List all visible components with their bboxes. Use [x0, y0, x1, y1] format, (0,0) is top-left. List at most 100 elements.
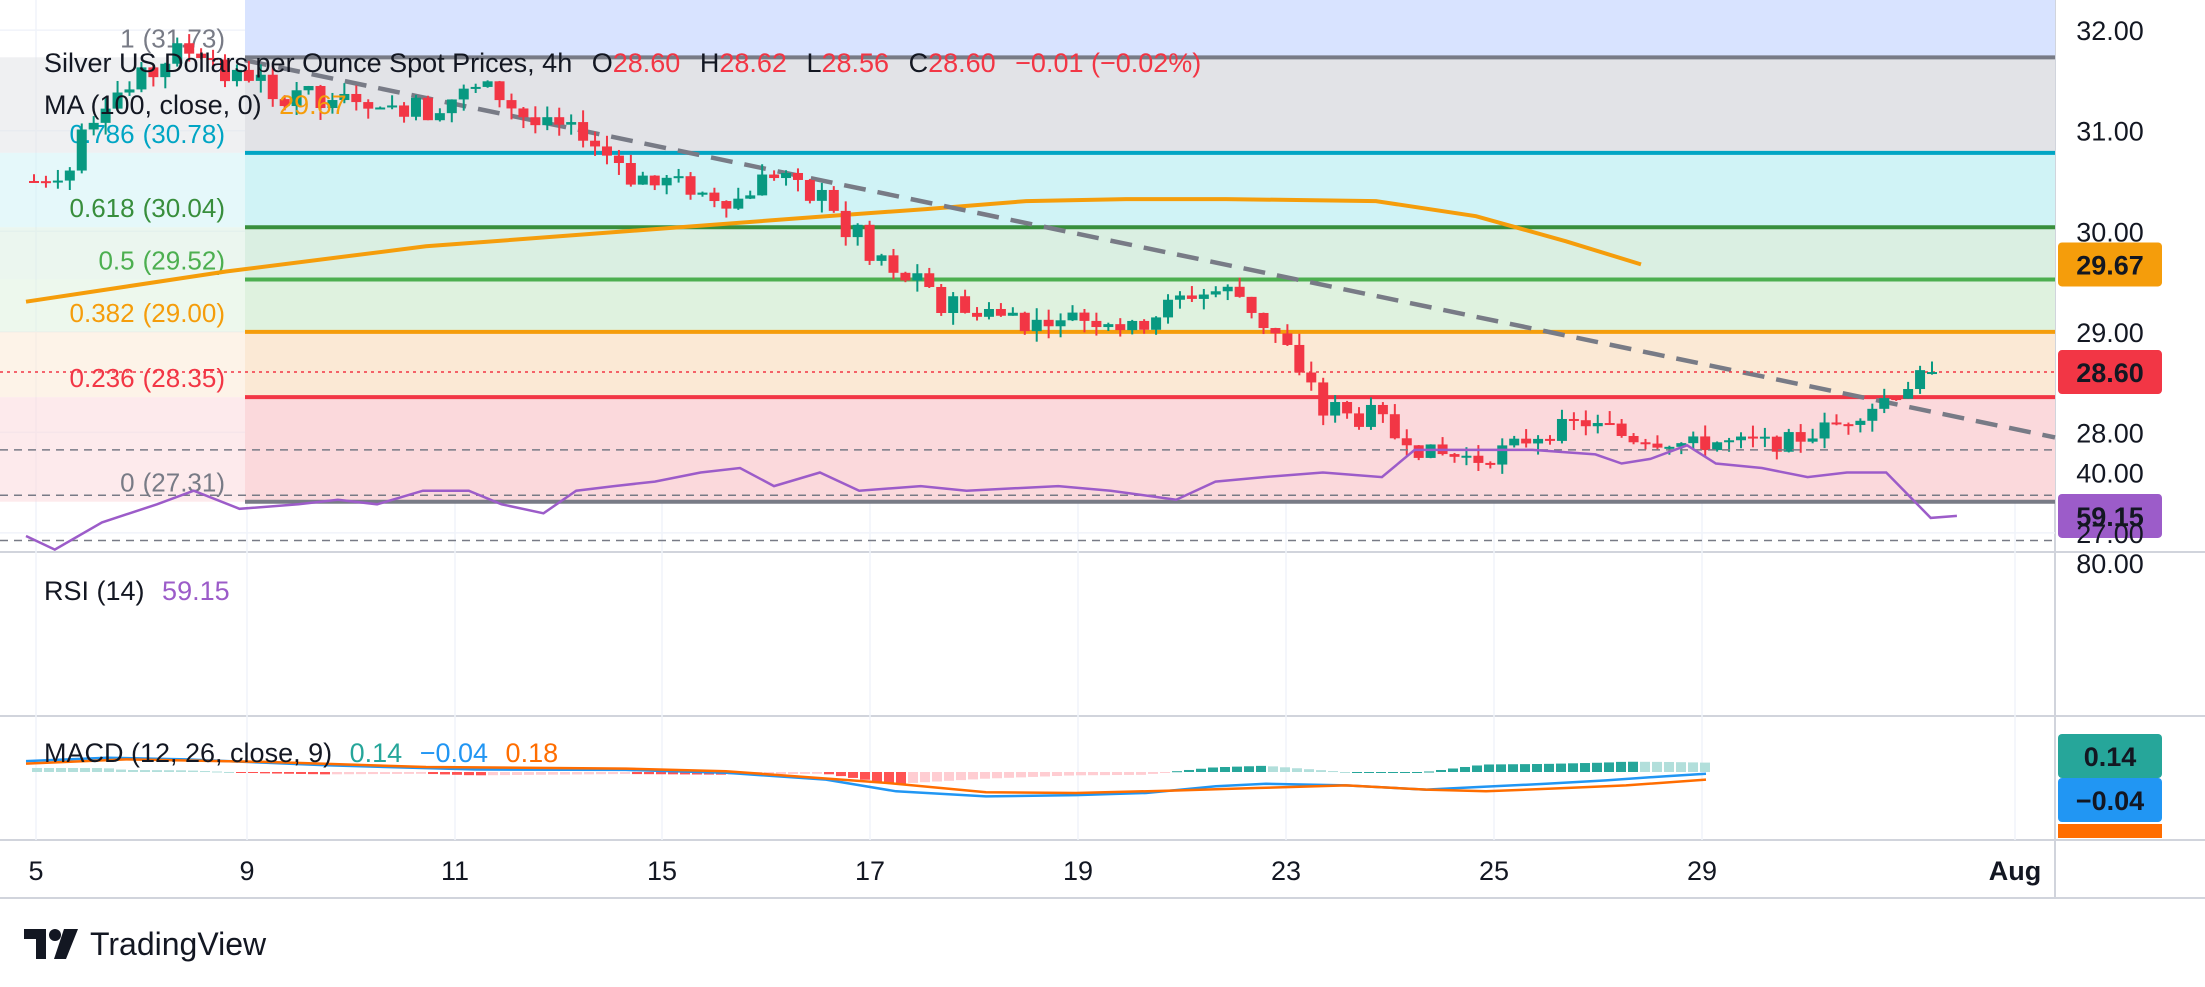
macd-histogram-bar [68, 768, 78, 772]
macd-histogram-bar [1592, 762, 1602, 772]
candle-body [1043, 319, 1054, 327]
macd-histogram-bar [944, 772, 954, 781]
macd-histogram-bar [1232, 766, 1242, 772]
candle-body [554, 117, 565, 125]
fib-zone [245, 279, 2055, 332]
candle-body [1771, 436, 1782, 452]
candle-body [482, 81, 493, 87]
candle-body [781, 172, 792, 179]
candle-body [1258, 312, 1269, 329]
candle-body [613, 155, 624, 164]
candlesticks [29, 34, 1937, 474]
macd-histogram-bar [1076, 772, 1086, 776]
candle-body [291, 90, 302, 107]
fib-zone-left [0, 331, 245, 398]
rsi-tick-label: 40.00 [2076, 459, 2144, 489]
macd-histogram-bar [1484, 764, 1494, 772]
fib-price: (30.78) [143, 119, 225, 149]
tradingview-wordmark: TradingView [90, 925, 267, 962]
candle-body [327, 100, 338, 109]
macd-histogram-bar [236, 772, 246, 773]
candle-body [828, 189, 839, 211]
fib-level-label: 0.618 (30.04) [70, 193, 225, 223]
candle-body [1091, 320, 1102, 328]
candle-body [983, 309, 994, 317]
candle-body [1246, 296, 1257, 313]
macd-histogram-bar [1352, 772, 1362, 773]
macd-histogram-bar [332, 772, 342, 775]
candle-body [1007, 312, 1018, 316]
macd-signal-badge [2058, 824, 2162, 838]
macd-histogram-bar [92, 768, 102, 772]
candle-body [601, 146, 612, 156]
macd-histogram-bar [1460, 766, 1470, 772]
macd-histogram-bar [500, 772, 510, 776]
candle-body [542, 117, 553, 126]
macd-histogram-bar [620, 772, 630, 775]
macd-histogram-bar [860, 772, 870, 780]
candle-body [1855, 420, 1866, 425]
macd-histogram-bar [1256, 765, 1266, 772]
macd-histogram-bar [1688, 762, 1698, 772]
macd-histogram-bar [1280, 767, 1290, 772]
macd-histogram-bar [788, 772, 798, 775]
macd-histogram-bar [1112, 772, 1122, 776]
macd-histogram-bar [1664, 761, 1674, 772]
macd-histogram-bar [452, 772, 462, 775]
macd-histogram-bar [1376, 772, 1386, 773]
macd-label: MACD (12, 26, close, 9) [44, 738, 332, 768]
macd-histogram-bar [968, 772, 978, 780]
candle-body [1604, 423, 1615, 426]
macd-histogram-bar [1220, 766, 1230, 772]
macd-histogram-bar [1244, 766, 1254, 772]
macd-histogram-bar [1316, 770, 1326, 772]
rsi-pane: 80.00 40.00 59.15 [0, 443, 2162, 579]
symbol-title: Silver US Dollars per Ounce Spot Prices,… [44, 48, 572, 78]
fib-ratio: 1 [120, 23, 134, 53]
candle-body [1795, 432, 1806, 442]
candle-body [1700, 436, 1711, 451]
low-value: 28.56 [821, 48, 889, 78]
candle-body [1354, 413, 1365, 427]
fib-zone [245, 152, 2055, 228]
candle-body [124, 89, 135, 93]
candle-body [1664, 446, 1675, 449]
tradingview-brand: TradingView [24, 920, 266, 968]
fib-ratio: 0.382 [70, 298, 135, 328]
candle-body [1592, 423, 1603, 427]
candle-body [852, 224, 863, 238]
macd-histogram-bar [1472, 765, 1482, 772]
candle-body [1318, 382, 1329, 416]
candle-body [1616, 423, 1627, 436]
ma-value: 29.67 [279, 90, 347, 120]
candle-body [1151, 317, 1162, 330]
macd-histogram-bar [1208, 767, 1218, 772]
fib-ratio: 0.236 [70, 363, 135, 393]
macd-histogram-bar [1520, 764, 1530, 772]
candle-body [1747, 436, 1758, 439]
candle-body [494, 81, 505, 101]
macd-histogram-bar [812, 772, 822, 774]
candle-body [1497, 445, 1508, 465]
candle-body [148, 67, 159, 78]
candle-body [339, 93, 350, 101]
macd-histogram-bar [584, 772, 594, 775]
macd-histogram-bar [800, 772, 810, 774]
candle-body [792, 172, 803, 180]
macd-histogram-bar [1400, 772, 1410, 773]
macd-histogram-bar [872, 772, 882, 782]
candle-body [864, 224, 875, 261]
candle-body [1915, 370, 1926, 390]
rsi-label: RSI (14) [44, 576, 145, 606]
candle-body [1186, 295, 1197, 299]
candle-body [1306, 372, 1317, 383]
macd-hist-value: 0.14 [350, 738, 403, 768]
low-label: L [806, 48, 821, 78]
macd-histogram-bar [1700, 762, 1710, 772]
high-label: H [700, 48, 720, 78]
candle-body [1509, 438, 1520, 446]
macd-histogram-bar [188, 770, 198, 772]
candle-body [1163, 299, 1174, 318]
macd-histogram-bar [1040, 772, 1050, 777]
candle-body [315, 86, 326, 109]
